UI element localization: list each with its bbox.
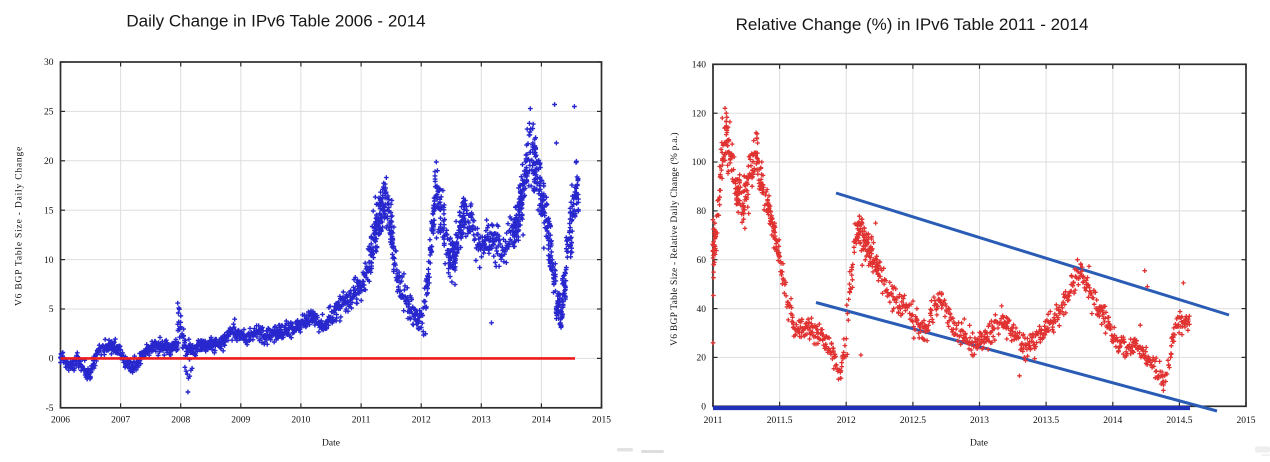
svg-text:60: 60 <box>697 256 707 266</box>
svg-text:Relative Change (%) in IPv6 Ta: Relative Change (%) in IPv6 Table 2011 -… <box>736 15 1089 34</box>
svg-text:2014: 2014 <box>532 415 551 425</box>
svg-text:0: 0 <box>701 403 706 413</box>
svg-text:2012: 2012 <box>412 415 431 425</box>
svg-text:5: 5 <box>49 305 54 315</box>
svg-text:140: 140 <box>692 61 707 71</box>
svg-text:2014.5: 2014.5 <box>1166 416 1192 426</box>
svg-text:2013: 2013 <box>970 416 989 426</box>
svg-text:Date: Date <box>970 439 988 449</box>
svg-text:15: 15 <box>44 206 54 216</box>
svg-text:10: 10 <box>44 256 54 266</box>
svg-text:2008: 2008 <box>171 415 190 425</box>
svg-text:40: 40 <box>697 305 707 315</box>
svg-text:0: 0 <box>49 355 54 365</box>
svg-text:2015: 2015 <box>592 415 611 425</box>
svg-text:2013.5: 2013.5 <box>1033 416 1059 426</box>
svg-text:-5: -5 <box>46 404 54 414</box>
svg-text:V6 BGP Table Size - Relative D: V6 BGP Table Size - Relative Daily Chang… <box>669 132 680 346</box>
svg-text:2015: 2015 <box>1237 416 1256 426</box>
svg-text:30: 30 <box>44 58 54 68</box>
svg-text:2012: 2012 <box>837 416 856 426</box>
svg-text:2014: 2014 <box>1103 416 1122 426</box>
svg-text:2011.5: 2011.5 <box>767 416 793 426</box>
svg-text:100: 100 <box>692 158 707 168</box>
svg-text:20: 20 <box>44 157 54 167</box>
svg-text:2013: 2013 <box>472 415 491 425</box>
svg-text:2011: 2011 <box>704 416 723 426</box>
svg-text:2009: 2009 <box>231 415 250 425</box>
svg-text:Date: Date <box>322 439 340 449</box>
svg-text:2007: 2007 <box>111 415 130 425</box>
svg-text:20: 20 <box>697 354 707 364</box>
svg-text:V6 BGP Table Size - Daily Chan: V6 BGP Table Size - Daily Change <box>15 146 25 306</box>
svg-text:2011: 2011 <box>352 415 371 425</box>
svg-text:2012.5: 2012.5 <box>900 416 926 426</box>
svg-text:2010: 2010 <box>291 415 310 425</box>
svg-text:120: 120 <box>692 109 707 119</box>
svg-text:80: 80 <box>697 207 707 217</box>
svg-text:25: 25 <box>44 108 54 118</box>
svg-text:Daily Change in IPv6 Table 200: Daily Change in IPv6 Table 2006 - 2014 <box>126 11 425 30</box>
svg-text:2006: 2006 <box>51 415 70 425</box>
